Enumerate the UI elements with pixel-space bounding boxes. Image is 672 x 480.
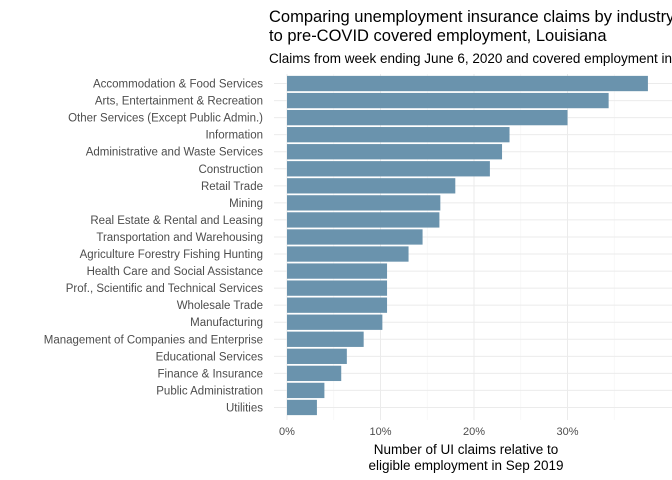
bar [287, 109, 568, 126]
x-tick-label: 30% [556, 426, 578, 438]
chart-subtitle: Claims from week ending June 6, 2020 and… [269, 51, 672, 66]
bar [287, 229, 423, 245]
category-label: Mining [229, 198, 263, 210]
bar [287, 161, 490, 177]
category-label: Information [205, 130, 263, 142]
chart-title-line-2: to pre-COVID covered employment, Louisia… [269, 27, 607, 45]
x-tick-label: 20% [463, 426, 485, 438]
bar [287, 365, 342, 382]
category-label: Other Services (Except Public Admin.) [68, 113, 263, 125]
bar [287, 280, 388, 296]
category-label: Administrative and Waste Services [86, 147, 264, 159]
bar [287, 127, 510, 143]
category-label: Arts, Entertainment & Recreation [95, 96, 263, 108]
x-tick-label: 0% [279, 426, 295, 438]
category-label: Retail Trade [201, 181, 263, 193]
category-label: Finance & Insurance [158, 368, 263, 380]
bar [287, 92, 609, 109]
category-label: Transportation and Warehousing [96, 232, 263, 244]
category-label: Health Care and Social Assistance [87, 266, 263, 278]
x-axis-title-line-2: eligible employment in Sep 2019 [368, 458, 563, 473]
x-axis-title-line-1: Number of UI claims relative to [374, 442, 559, 457]
bar [287, 195, 441, 211]
bar [287, 331, 364, 347]
category-label: Management of Companies and Enterprise [44, 334, 263, 346]
category-label: Accommodation & Food Services [93, 79, 263, 91]
bar [287, 212, 440, 228]
bar [287, 246, 409, 262]
bar [287, 144, 503, 160]
category-label: Prof., Scientific and Technical Services [66, 283, 264, 295]
bar [287, 348, 347, 364]
bar [287, 297, 388, 313]
category-label: Construction [198, 164, 263, 176]
bar [287, 382, 325, 399]
category-label: Public Administration [156, 385, 263, 397]
bar [287, 178, 456, 194]
chart-title-line-1: Comparing unemployment insurance claims … [269, 8, 672, 26]
bar [287, 314, 383, 330]
category-label: Wholesale Trade [177, 300, 263, 312]
bar [287, 75, 648, 92]
category-label: Utilities [226, 402, 263, 414]
category-label: Agriculture Forestry Fishing Hunting [80, 249, 263, 261]
x-tick-label: 10% [369, 426, 391, 438]
category-label: Real Estate & Rental and Leasing [90, 215, 263, 227]
bar [287, 263, 388, 279]
bar [287, 399, 317, 416]
category-label: Manufacturing [190, 317, 263, 329]
category-label: Educational Services [156, 351, 264, 363]
